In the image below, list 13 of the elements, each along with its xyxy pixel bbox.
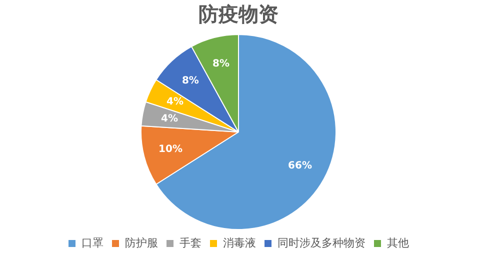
legend-label: 口罩 bbox=[82, 236, 104, 250]
data-label: 4% bbox=[161, 113, 178, 124]
legend-label: 同时涉及多种物资 bbox=[278, 236, 366, 250]
data-label: 4% bbox=[166, 96, 184, 108]
data-label: 66% bbox=[288, 160, 312, 172]
chart-title: 防疫物资 bbox=[198, 2, 278, 26]
data-label: 8% bbox=[182, 75, 199, 86]
legend-label: 手套 bbox=[180, 236, 202, 250]
data-label: 10% bbox=[158, 144, 182, 156]
data-label: 8% bbox=[212, 58, 230, 70]
legend-label: 消毒液 bbox=[223, 236, 256, 250]
legend-label: 防护服 bbox=[125, 236, 158, 250]
legend-label: 其他 bbox=[387, 236, 409, 250]
